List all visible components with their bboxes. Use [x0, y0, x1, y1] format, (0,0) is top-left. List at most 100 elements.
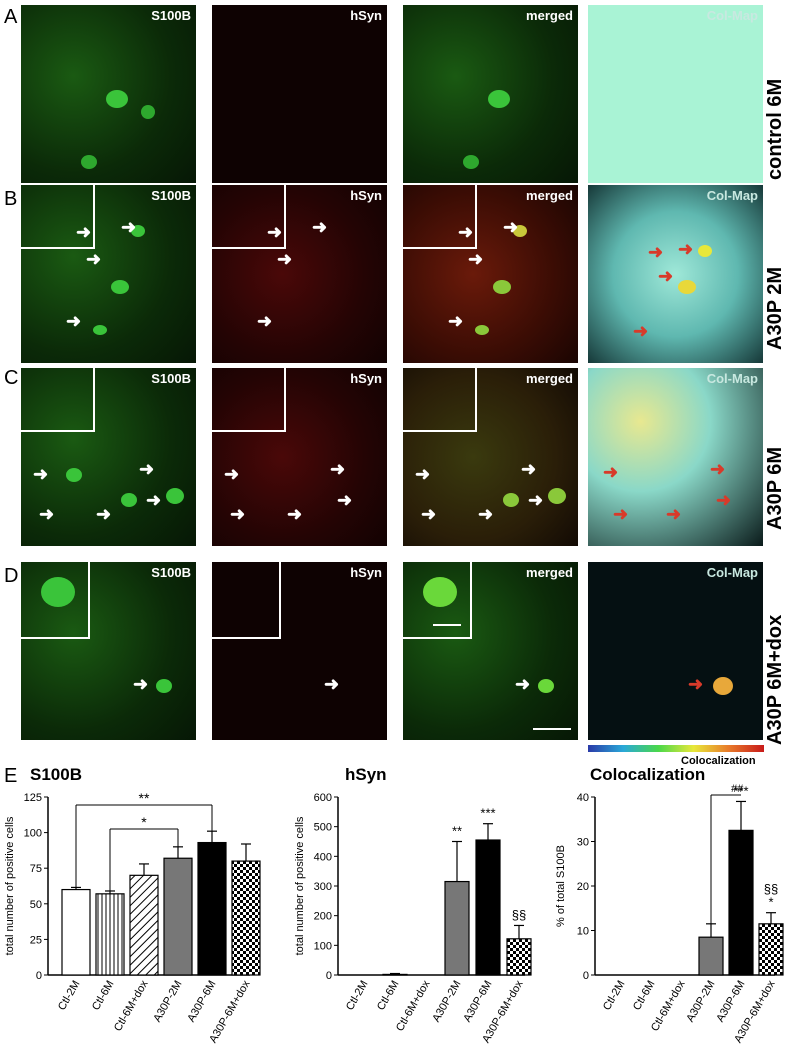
arrow-icon: ➜ [415, 464, 431, 484]
x-tick-label: A30P-6M+dox [732, 978, 778, 1045]
arrow-icon: ➜ [230, 504, 246, 524]
arrow-icon: ➜ [330, 459, 346, 479]
y-tick-label: 600 [314, 792, 332, 804]
bar [197, 841, 227, 976]
colorbar-label: Colocalization [681, 755, 756, 767]
arrow-icon: ➜ [277, 249, 293, 269]
arrow-icon: ➜ [312, 217, 328, 237]
arrow-icon: ➜ [86, 249, 102, 269]
x-tick-label: Ctl-6M [90, 979, 117, 1013]
arrow-icon: ➜ [121, 217, 137, 237]
y-tick-label: 25 [30, 934, 42, 946]
arrow-icon: ➜ [324, 674, 340, 694]
tile-label: S100B [151, 371, 191, 386]
arrow-icon: ➜ [39, 504, 55, 524]
row-label-c: A30P 6M [764, 446, 786, 530]
x-tick-label: A30P-6M [714, 979, 747, 1025]
panel-letter-d: D [4, 565, 19, 587]
bar [382, 973, 408, 976]
y-axis-label: total number of positive cells [294, 816, 306, 955]
inset-box [21, 185, 95, 249]
tile-label: S100B [151, 188, 191, 203]
micrograph-a-colmap: Col-Map [588, 5, 763, 183]
arrow-icon: ➜ [666, 504, 682, 524]
micrograph-a-hsyn: hSyn [212, 5, 387, 183]
bar [61, 888, 91, 976]
tile-label: hSyn [350, 8, 382, 23]
significance-label: *** [733, 783, 748, 798]
chart-title-hsyn: hSyn [345, 765, 387, 784]
arrow-icon: ➜ [133, 674, 149, 694]
arrow-icon: ➜ [515, 674, 531, 694]
x-tick-label: Ctl-6M+dox [394, 978, 433, 1033]
x-tick-label: Ctl-6M+dox [649, 978, 688, 1033]
y-tick-label: 300 [314, 881, 332, 893]
panel-letter-a: A [4, 6, 18, 28]
x-tick-label: A30P-2M [151, 979, 184, 1025]
arrow-icon: ➜ [33, 464, 49, 484]
inset-box [212, 562, 281, 639]
micrograph-c-hsyn: hSyn ➜ ➜ ➜ ➜ ➜ [212, 368, 387, 546]
arrow-icon: ➜ [633, 321, 649, 341]
arrow-icon: ➜ [503, 217, 519, 237]
y-tick-label: 0 [36, 970, 42, 982]
y-tick-label: 100 [24, 828, 42, 840]
row-label-d: A30P 6M+dox [764, 614, 786, 745]
y-tick-label: 125 [24, 792, 42, 804]
y-tick-label: 50 [30, 899, 42, 911]
tile-label: Col-Map [706, 188, 758, 203]
bar [95, 893, 125, 976]
bar [475, 839, 501, 976]
arrow-icon: ➜ [76, 222, 92, 242]
micrograph-d-colmap: Col-Map ➜ [588, 562, 763, 740]
x-tick-label: Ctl-2M [56, 979, 83, 1013]
tile-label: hSyn [350, 188, 382, 203]
arrow-icon: ➜ [648, 242, 664, 262]
arrow-icon: ➜ [257, 311, 273, 331]
tile-label: Col-Map [706, 371, 758, 386]
significance-label: ** [452, 824, 462, 839]
arrow-icon: ➜ [458, 222, 474, 242]
arrow-icon: ➜ [603, 462, 619, 482]
y-tick-label: 0 [583, 970, 589, 982]
scale-bar [533, 728, 571, 730]
bar [758, 923, 784, 976]
micrograph-d-s100b: S100B ➜ [21, 562, 196, 740]
arrow-icon: ➜ [96, 504, 112, 524]
inset-scale-bar [433, 624, 461, 626]
micrograph-b-hsyn: hSyn ➜ ➜ ➜ ➜ [212, 185, 387, 363]
y-tick-label: 20 [577, 881, 589, 893]
x-tick-label: A30P-2M [430, 979, 463, 1025]
inset-box [21, 562, 90, 639]
tile-label: merged [526, 371, 573, 386]
micrograph-b-merged: merged ➜ ➜ ➜ ➜ [403, 185, 578, 363]
tile-label: S100B [151, 8, 191, 23]
inset-box [212, 185, 286, 249]
colocalization-colorbar [588, 745, 764, 752]
y-tick-label: 10 [577, 926, 589, 938]
x-tick-label: A30P-6M+dox [207, 978, 253, 1045]
arrow-icon: ➜ [710, 459, 726, 479]
x-tick-label: A30P-6M [461, 979, 494, 1025]
micrograph-d-hsyn: hSyn ➜ [212, 562, 387, 740]
row-label-a: control 6M [764, 78, 786, 180]
tile-label: merged [526, 188, 573, 203]
arrow-icon: ➜ [421, 504, 437, 524]
y-tick-label: 400 [314, 851, 332, 863]
inset-box [21, 368, 95, 432]
arrow-icon: ➜ [267, 222, 283, 242]
micrograph-b-colmap: Col-Map ➜ ➜ ➜ ➜ [588, 185, 763, 363]
micrograph-a-s100b: S100B [21, 5, 196, 183]
micrograph-c-colmap: Col-Map ➜ ➜ ➜ ➜ ➜ [588, 368, 763, 546]
arrow-icon: ➜ [521, 459, 537, 479]
y-tick-label: 100 [314, 940, 332, 952]
bar [728, 829, 754, 976]
bar [129, 874, 159, 976]
panel-letter-e: E [4, 765, 18, 787]
y-tick-label: 0 [326, 970, 332, 982]
x-tick-label: Ctl-2M [344, 979, 371, 1013]
micrograph-d-merged: merged ➜ [403, 562, 578, 740]
significance-label: §§ [764, 882, 778, 897]
arrow-icon: ➜ [448, 311, 464, 331]
arrow-icon: ➜ [613, 504, 629, 524]
